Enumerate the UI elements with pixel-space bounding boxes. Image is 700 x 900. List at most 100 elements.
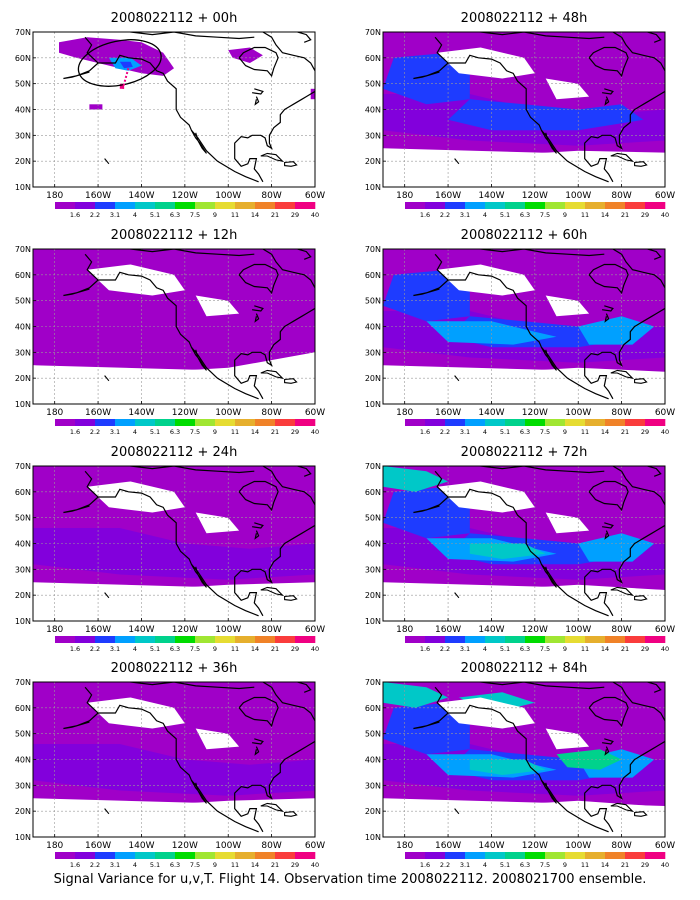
- coastline: [584, 740, 665, 833]
- colorbar-label: 2.2: [90, 645, 100, 653]
- lon-tick-label: 180: [46, 408, 63, 418]
- lat-tick-label: 10N: [365, 400, 381, 409]
- colorbar-label: 7.5: [190, 428, 200, 436]
- colorbar-label: 9: [563, 861, 567, 869]
- colorbar-label: 40: [661, 428, 669, 436]
- colorbar-swatch: [625, 852, 646, 859]
- island-coastline: [104, 592, 110, 599]
- colorbar-label: 4: [133, 645, 137, 653]
- lat-tick-label: 20N: [365, 807, 381, 816]
- colorbar-swatch: [645, 852, 666, 859]
- coastline: [252, 738, 264, 745]
- colorbar-label: 21: [621, 428, 629, 436]
- colorbar-label: 6.3: [170, 428, 180, 436]
- colorbar-swatch: [605, 852, 626, 859]
- colorbar-label: 3.1: [460, 645, 470, 653]
- colorbar-label: 5.1: [500, 645, 510, 653]
- low-variance-gap: [437, 264, 535, 296]
- lat-tick-label: 70N: [365, 678, 381, 687]
- lat-tick-label: 20N: [15, 807, 31, 816]
- lon-tick-label: 160W: [85, 841, 111, 851]
- colorbar-swatch: [485, 636, 506, 643]
- colorbar-swatch: [175, 202, 196, 209]
- coastline: [252, 522, 264, 529]
- island-coastline: [610, 802, 635, 813]
- colorbar-swatch: [525, 852, 546, 859]
- variance-region: [59, 37, 174, 76]
- colorbar-swatch: [545, 636, 566, 643]
- colorbar-label: 14: [601, 861, 609, 869]
- lat-tick-label: 50N: [15, 80, 31, 89]
- colorbar-label: 6.3: [170, 211, 180, 219]
- colorbar-swatch: [295, 419, 316, 426]
- colorbar-label: 14: [251, 211, 259, 219]
- colorbar-label: 40: [311, 645, 319, 653]
- coastline: [297, 249, 312, 260]
- coastline: [262, 682, 315, 722]
- colorbar-label: 11: [581, 861, 589, 869]
- lon-tick-label: 100W: [215, 191, 241, 201]
- island-coastline: [317, 735, 330, 741]
- colorbar-swatch: [565, 419, 586, 426]
- colorbar-label: 14: [251, 428, 259, 436]
- colorbar-swatch: [295, 636, 316, 643]
- lon-tick-label: 140W: [128, 841, 154, 851]
- map-content: [33, 682, 330, 837]
- colorbar-label: 5.1: [500, 211, 510, 219]
- lon-tick-label: 140W: [478, 841, 504, 851]
- coastline: [262, 249, 315, 289]
- colorbar-label: 1.6: [420, 861, 430, 869]
- coastline: [98, 32, 255, 40]
- panel-title: 2008022112 + 60h: [461, 228, 588, 243]
- coastline: [234, 90, 315, 183]
- lon-tick-label: 140W: [128, 625, 154, 635]
- lat-tick-label: 10N: [15, 833, 31, 842]
- lon-tick-label: 120W: [522, 408, 548, 418]
- colorbar-label: 1.6: [70, 645, 80, 653]
- coastline: [98, 466, 255, 474]
- island-coastline: [317, 302, 330, 308]
- map-content: [383, 249, 665, 404]
- coastline: [612, 682, 665, 722]
- lon-tick-label: 140W: [478, 191, 504, 201]
- colorbar-swatch: [465, 852, 486, 859]
- colorbar-swatch: [405, 419, 426, 426]
- colorbar-label: 4: [133, 428, 137, 436]
- lat-tick-label: 60N: [365, 488, 381, 497]
- colorbar-swatch: [445, 636, 466, 643]
- lat-tick-label: 10N: [365, 617, 381, 626]
- lat-tick-label: 50N: [365, 80, 381, 89]
- colorbar-swatch: [585, 852, 606, 859]
- lat-tick-label: 70N: [15, 245, 31, 254]
- lon-tick-label: 160W: [435, 408, 461, 418]
- colorbar-label: 11: [231, 861, 239, 869]
- colorbar-label: 2.2: [440, 861, 450, 869]
- lon-tick-label: 60W: [655, 625, 675, 635]
- colorbar-label: 6.3: [520, 861, 530, 869]
- colorbar-swatch: [255, 419, 276, 426]
- lon-tick-label: 180: [396, 625, 413, 635]
- colorbar-swatch: [445, 202, 466, 209]
- coastline: [604, 313, 610, 323]
- coastline: [540, 563, 558, 588]
- island-coastline: [454, 592, 460, 599]
- lat-tick-label: 70N: [365, 462, 381, 471]
- lat-tick-label: 70N: [15, 678, 31, 687]
- coastline: [254, 530, 260, 540]
- map-content: [33, 32, 315, 187]
- colorbar-label: 29: [291, 211, 299, 219]
- colorbar-label: 1.6: [70, 428, 80, 436]
- lon-tick-label: 80W: [261, 408, 281, 418]
- colorbar-label: 11: [231, 211, 239, 219]
- coastline: [540, 779, 558, 804]
- colorbar-swatch: [585, 636, 606, 643]
- colorbar-label: 3.1: [460, 861, 470, 869]
- colorbar-label: 3.1: [110, 211, 120, 219]
- colorbar-label: 29: [291, 645, 299, 653]
- colorbar-swatch: [465, 202, 486, 209]
- lat-tick-label: 40N: [365, 756, 381, 765]
- lon-tick-label: 60W: [305, 625, 325, 635]
- variance-region: [426, 321, 557, 345]
- colorbar-label: 4: [483, 645, 487, 653]
